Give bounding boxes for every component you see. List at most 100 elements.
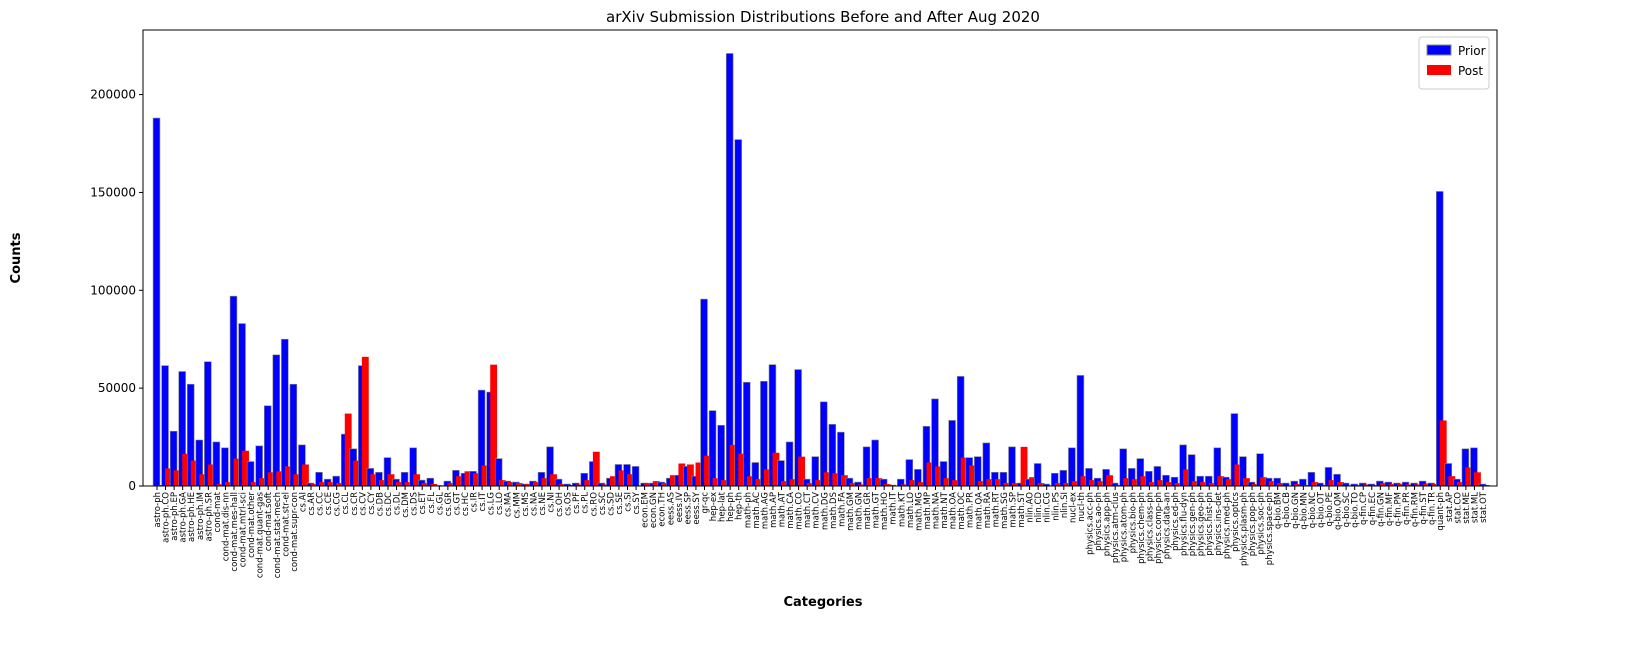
x-tick-label: cs.DB — [375, 492, 385, 516]
x-tick-label: cond-mat — [213, 491, 223, 532]
bar — [986, 479, 994, 486]
x-tick-label: cs.RO — [589, 492, 599, 517]
bar — [755, 479, 763, 486]
bar — [1439, 420, 1447, 486]
bar — [806, 483, 814, 486]
x-tick-label: q-fin.ST — [1419, 491, 1429, 524]
bar — [1294, 484, 1302, 486]
bar — [1260, 477, 1267, 486]
x-tick-label: q-bio.PE — [1325, 492, 1335, 526]
bar — [1225, 479, 1233, 486]
bar — [370, 474, 378, 486]
x-tick-label: math-ph — [743, 492, 753, 528]
x-tick-label: cs.OH — [555, 492, 565, 517]
x-tick-label: cond-mat.mtrl-sci — [239, 492, 249, 567]
bar — [743, 381, 751, 487]
bar — [284, 466, 292, 486]
bar — [734, 139, 742, 487]
x-tick-label: astro-ph.CO — [162, 492, 172, 543]
x-tick-label: cs.SY — [632, 491, 642, 514]
x-tick-label: cs.MS — [521, 492, 531, 517]
bar — [1080, 476, 1088, 486]
bar — [669, 475, 677, 486]
bar — [550, 474, 557, 486]
bar — [883, 484, 891, 486]
x-tick-label: hep-lat — [718, 491, 728, 522]
x-tick-label: math.RT — [991, 491, 1001, 527]
bar — [1251, 484, 1259, 486]
bar — [763, 469, 771, 486]
x-tick-label: astro-ph.GA — [179, 492, 189, 543]
x-tick-label: cs.DM — [401, 492, 411, 518]
x-tick-label: math.SP — [1008, 492, 1018, 527]
bar — [708, 410, 717, 487]
bar — [182, 453, 190, 486]
x-tick-label: math.CA — [786, 492, 796, 529]
bar — [1148, 482, 1156, 486]
bar — [302, 464, 309, 486]
x-tick-label: cond-mat.str-el — [281, 492, 291, 557]
bar — [353, 460, 361, 486]
bar — [712, 478, 720, 486]
x-tick-label: math.CT — [803, 491, 813, 528]
bar — [1422, 483, 1430, 486]
bar — [1174, 483, 1182, 486]
x-tick-label: math.GN — [854, 492, 864, 530]
x-tick-label: astro-ph.IM — [196, 492, 206, 540]
x-tick-label: math.AG — [760, 492, 770, 529]
bar — [1106, 475, 1114, 486]
x-tick-label: cond-mat.soft — [264, 491, 274, 551]
x-tick-label: physics.optics — [1231, 491, 1241, 551]
bar — [430, 484, 438, 486]
x-tick-label: q-fin.MF — [1385, 492, 1395, 526]
bar — [524, 484, 532, 486]
x-tick-label: stat.CO — [1453, 492, 1463, 524]
bar — [396, 482, 403, 486]
bar — [900, 484, 908, 486]
y-tick-label: 200000 — [90, 88, 136, 102]
x-tick-label: econ.TH — [658, 492, 668, 527]
x-tick-label: cs.FL — [427, 492, 437, 514]
bar — [455, 476, 463, 486]
x-tick-label: math.RA — [983, 492, 993, 528]
x-tick-label: q-bio.OT — [1316, 491, 1326, 528]
bar — [1448, 476, 1456, 486]
bar — [926, 462, 934, 486]
legend-swatch — [1427, 65, 1451, 75]
x-tick-label: q-bio.MN — [1299, 492, 1309, 530]
bar — [1020, 446, 1028, 486]
x-tick-label: physics.chem-ph — [1137, 492, 1147, 564]
bar — [1089, 480, 1096, 486]
x-tick-label: math.CV — [812, 492, 822, 529]
x-tick-label: cond-mat.dis-nn — [221, 492, 231, 561]
bar — [1033, 463, 1042, 487]
x-tick-label: q-bio.QM — [1334, 492, 1344, 530]
bar — [618, 470, 626, 486]
bar — [413, 474, 421, 486]
bar — [840, 475, 848, 486]
bar — [1063, 483, 1071, 486]
x-tick-label: nucl-ex — [1068, 492, 1078, 523]
x-tick-label: nlin.SI — [1060, 492, 1070, 518]
x-tick-label: physics.app-ph — [1103, 492, 1113, 556]
bar — [815, 480, 823, 486]
bar — [1414, 484, 1421, 486]
bar — [909, 480, 917, 486]
x-tick-label: cs.PL — [581, 492, 591, 514]
bar — [1465, 467, 1473, 486]
legend-swatch — [1426, 44, 1452, 56]
y-axis-label: Counts — [9, 232, 24, 283]
bar — [1208, 483, 1216, 486]
bar — [490, 364, 498, 486]
x-tick-label: physics.comp-ph — [1154, 492, 1164, 564]
bar — [1431, 484, 1439, 486]
x-tick-label: q-fin.PR — [1402, 492, 1412, 525]
x-tick-label: q-fin.CP — [1359, 492, 1369, 525]
bar — [717, 425, 725, 487]
bar — [289, 383, 298, 487]
x-tick-label: cs.CC — [316, 492, 326, 516]
bar — [1234, 464, 1242, 486]
x-tick-label: math.SG — [1000, 492, 1010, 529]
x-tick-label: cs.PF — [572, 492, 582, 514]
x-tick-label: physics.geo-ph — [1197, 492, 1207, 556]
